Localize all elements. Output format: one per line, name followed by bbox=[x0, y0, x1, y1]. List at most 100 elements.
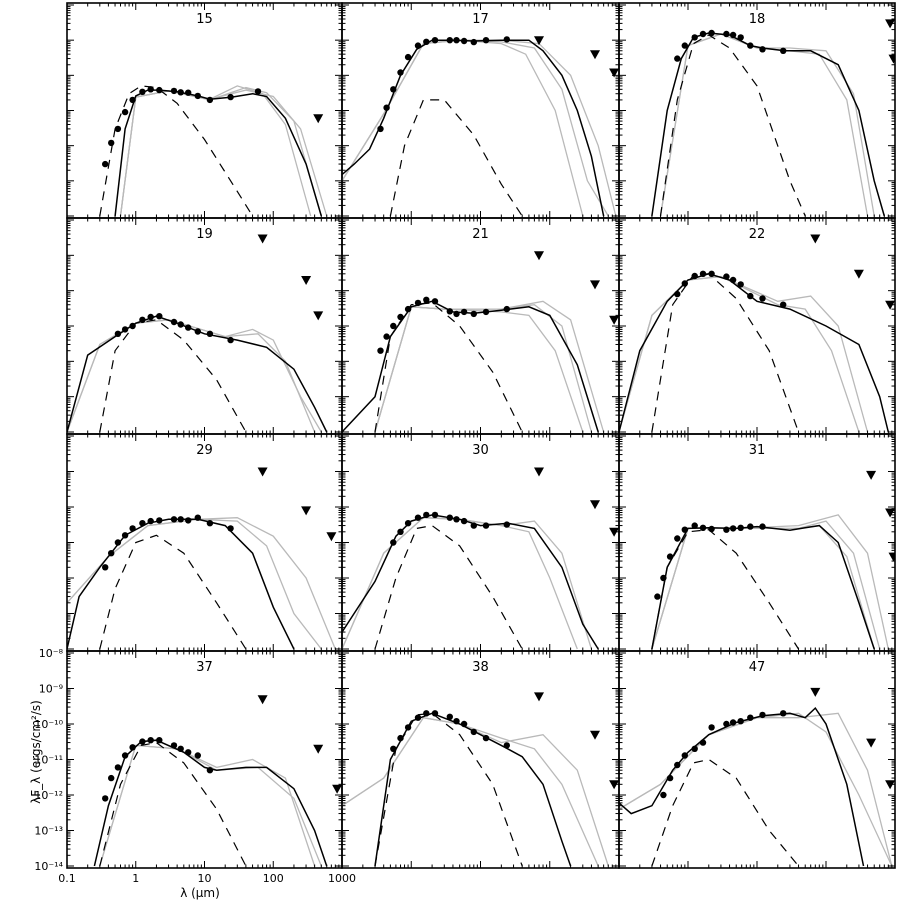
data-point bbox=[747, 42, 754, 49]
data-point bbox=[397, 69, 404, 76]
data-point bbox=[185, 89, 192, 96]
y-tick-label: 10⁻⁸ bbox=[39, 647, 64, 660]
data-point bbox=[423, 38, 430, 45]
best-fit-model-line bbox=[67, 518, 295, 650]
data-point bbox=[780, 47, 787, 54]
data-point bbox=[759, 523, 766, 530]
stellar-photosphere-line bbox=[99, 85, 254, 217]
sed-panel-19: 19 bbox=[66, 217, 343, 435]
x-axis-label: λ (μm) bbox=[180, 886, 220, 900]
data-point bbox=[747, 714, 754, 721]
data-point bbox=[729, 719, 737, 726]
data-point bbox=[177, 745, 184, 752]
panel-id-label: 37 bbox=[196, 660, 213, 675]
upper-limit-marker bbox=[313, 744, 324, 754]
data-point bbox=[129, 525, 136, 532]
data-point bbox=[482, 522, 490, 529]
data-point bbox=[729, 31, 737, 39]
upper-limit-marker bbox=[885, 300, 895, 310]
sed-panel-47: 47 bbox=[618, 650, 896, 869]
best-fit-model-line bbox=[93, 739, 328, 867]
data-point bbox=[114, 764, 122, 771]
stellar-photosphere-line bbox=[99, 534, 247, 650]
x-tick-label: 1000 bbox=[328, 872, 356, 885]
sed-panel-22: 22 bbox=[618, 217, 896, 435]
sed-panel-30: 30 bbox=[341, 433, 620, 652]
data-point bbox=[660, 791, 667, 799]
data-point bbox=[453, 516, 460, 523]
data-point bbox=[114, 539, 122, 546]
data-point bbox=[708, 29, 715, 37]
stellar-photosphere-line bbox=[651, 758, 799, 867]
data-point bbox=[206, 330, 214, 337]
panel-id-label: 29 bbox=[196, 443, 213, 458]
data-point bbox=[747, 292, 754, 300]
data-point bbox=[759, 46, 766, 53]
y-axis: 10⁻¹⁴ 10⁻¹³ 10⁻¹² 10⁻¹¹ 10⁻¹⁰ 10⁻⁹ 10⁻⁸ bbox=[34, 647, 63, 873]
panel-frame bbox=[66, 2, 343, 219]
data-point bbox=[102, 564, 109, 571]
data-point bbox=[121, 752, 129, 759]
y-tick-label: 10⁻¹¹ bbox=[34, 754, 63, 767]
data-point bbox=[453, 310, 460, 318]
panel-frame bbox=[618, 2, 896, 219]
data-point bbox=[503, 742, 510, 749]
panel-id-label: 18 bbox=[749, 12, 766, 27]
upper-limit-marker bbox=[866, 738, 877, 748]
data-point bbox=[170, 318, 178, 326]
data-point bbox=[206, 96, 214, 104]
panel-id-label: 17 bbox=[472, 12, 489, 27]
x-tick-label: 10 bbox=[198, 872, 212, 885]
model-fit-gray-2 bbox=[99, 744, 322, 867]
data-point bbox=[446, 308, 453, 315]
data-point bbox=[147, 517, 154, 525]
data-point bbox=[102, 795, 109, 802]
data-point bbox=[185, 324, 192, 331]
data-point bbox=[194, 752, 201, 759]
y-tick-label: 10⁻¹⁰ bbox=[34, 718, 63, 731]
model-fit-gray-1 bbox=[342, 716, 599, 867]
stellar-photosphere-line bbox=[389, 99, 523, 217]
x-tick-label: 0.1 bbox=[58, 872, 76, 885]
data-point bbox=[156, 313, 163, 320]
model-fit-gray-1 bbox=[374, 304, 593, 433]
best-fit-model-line bbox=[651, 524, 875, 650]
data-point bbox=[691, 272, 698, 280]
data-point bbox=[156, 517, 163, 524]
data-point bbox=[404, 724, 412, 731]
y-tick-label: 10⁻¹⁴ bbox=[34, 860, 63, 873]
stellar-photosphere-line bbox=[374, 524, 523, 650]
data-point bbox=[699, 524, 707, 531]
data-point bbox=[404, 305, 412, 313]
panel-id-label: 15 bbox=[196, 12, 213, 27]
data-point bbox=[699, 270, 707, 277]
panel-frame bbox=[618, 650, 896, 869]
best-fit-model-line bbox=[619, 273, 890, 433]
data-point bbox=[390, 539, 397, 546]
data-point bbox=[227, 93, 234, 101]
model-fit-gray-1 bbox=[659, 33, 869, 217]
panel-frame bbox=[341, 650, 620, 869]
y-tick-label: 10⁻⁹ bbox=[39, 683, 63, 696]
data-point bbox=[737, 718, 744, 725]
data-point bbox=[177, 321, 184, 328]
data-point bbox=[654, 593, 661, 600]
upper-limit-marker bbox=[534, 251, 544, 261]
data-point bbox=[723, 526, 730, 533]
data-point bbox=[108, 550, 115, 557]
data-point bbox=[414, 714, 422, 721]
upper-limit-marker bbox=[301, 276, 312, 285]
data-point bbox=[397, 734, 404, 742]
data-point bbox=[691, 522, 698, 529]
data-point bbox=[185, 517, 192, 524]
panel-frame bbox=[618, 217, 896, 435]
data-point bbox=[423, 511, 430, 519]
data-point bbox=[397, 313, 404, 321]
x-axis: 0.1 1 10 100 1000 bbox=[58, 872, 356, 885]
data-point bbox=[414, 42, 422, 49]
data-point bbox=[114, 125, 122, 133]
panel-id-label: 31 bbox=[749, 443, 766, 458]
data-point bbox=[708, 525, 715, 533]
data-point bbox=[114, 330, 122, 337]
data-point bbox=[404, 53, 412, 61]
